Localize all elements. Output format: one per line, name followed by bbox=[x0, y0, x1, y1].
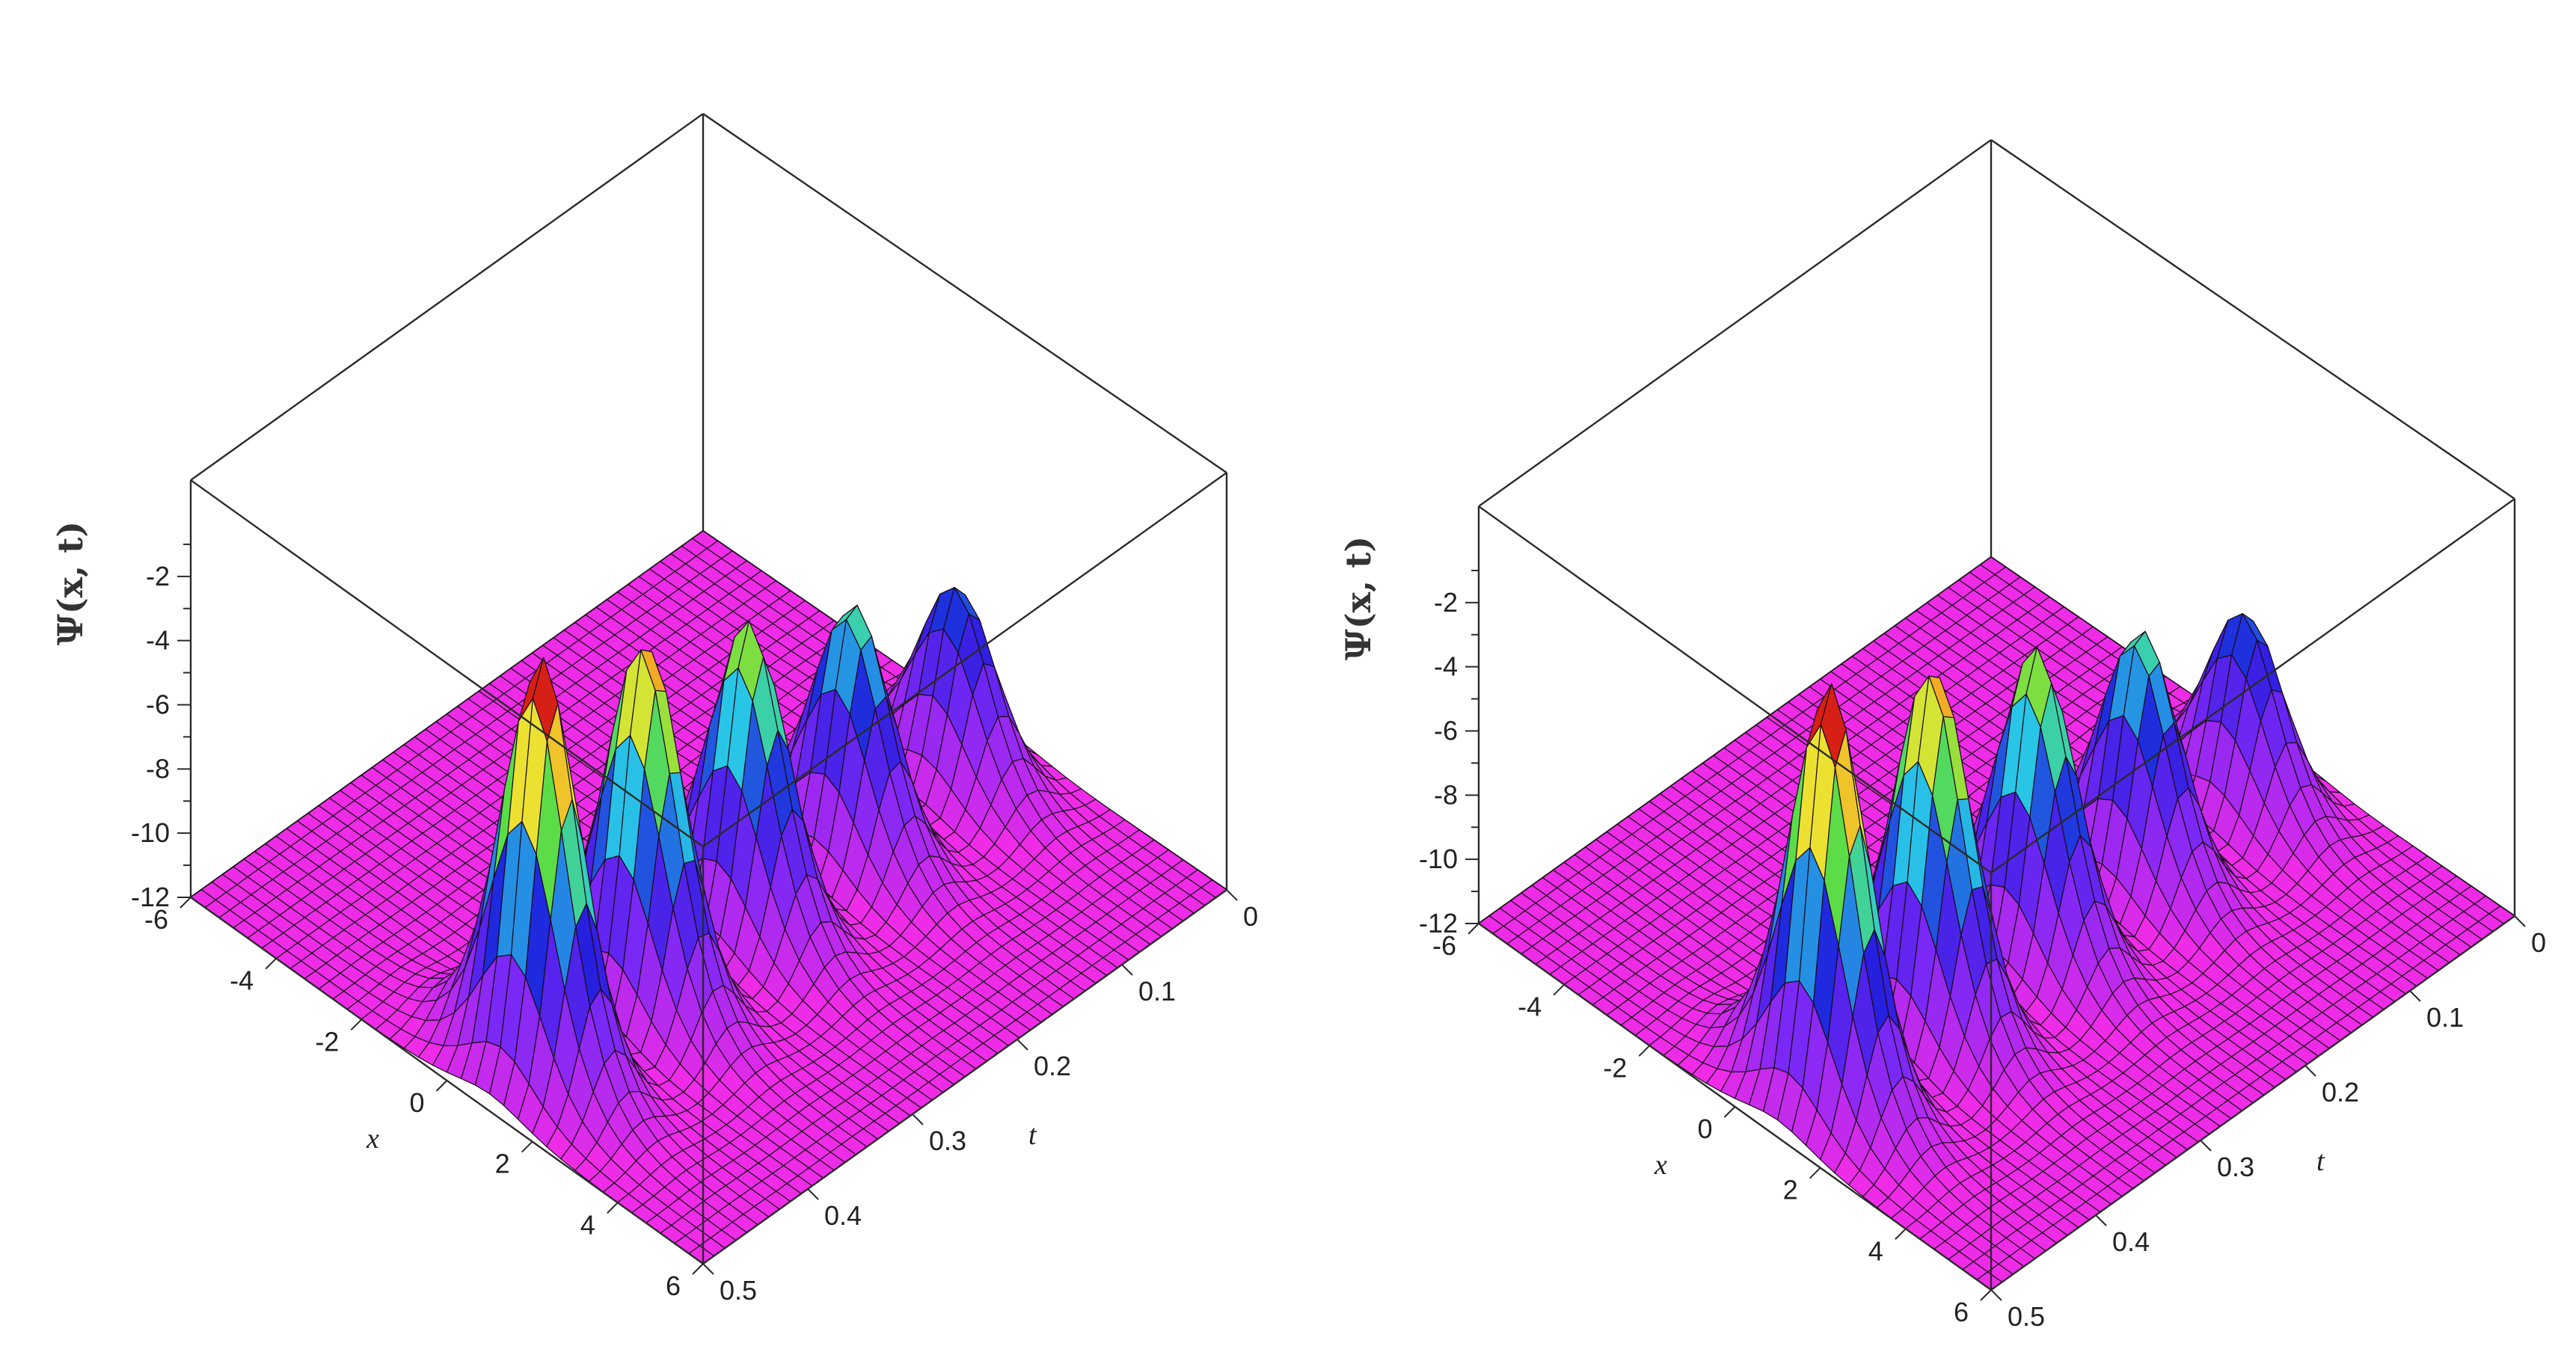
t-axis-label-2: t bbox=[2316, 1146, 2325, 1177]
x-ticks-1: -6 -4 -2 0 2 4 6 bbox=[144, 897, 704, 1301]
t-tick-label: 0.2 bbox=[2322, 1077, 2359, 1107]
z-tick-label: -10 bbox=[131, 817, 170, 848]
t-tick-mark bbox=[1226, 889, 1238, 901]
t-tick-mark bbox=[1121, 964, 1133, 976]
t-tick-mark bbox=[1990, 1289, 2002, 1301]
x-tick-label: -2 bbox=[1603, 1052, 1627, 1083]
z-tick-label: -12 bbox=[131, 882, 170, 912]
t-tick-mark bbox=[2200, 1140, 2212, 1152]
z-tick-label: -8 bbox=[1434, 779, 1458, 810]
t-ticks-1: 0 0.1 0.2 0.3 0.4 0.5 bbox=[702, 889, 1258, 1306]
t-ticks-2: 0 0.1 0.2 0.3 0.4 0.5 bbox=[1990, 915, 2546, 1332]
z-tick-label: -10 bbox=[1419, 843, 1458, 874]
x-tick-label: -6 bbox=[1432, 930, 1456, 961]
z-tick-label: -12 bbox=[1419, 908, 1458, 938]
x-tick-mark bbox=[435, 1080, 448, 1092]
z-tick-label: -2 bbox=[146, 561, 170, 591]
z-tick-label: -6 bbox=[146, 689, 170, 720]
t-tick-mark bbox=[2514, 915, 2526, 927]
z-axis-label-1: Ψ(x, t) bbox=[50, 521, 91, 645]
x-tick-label: 0 bbox=[1697, 1113, 1712, 1144]
box-edge bbox=[1478, 506, 1992, 874]
x-ticks-2: -6 -4 -2 0 2 4 6 bbox=[1432, 923, 1992, 1327]
z-ticks-1: -2 -4 -6 -8 -10 -12 bbox=[131, 543, 191, 912]
z-tick-label: -2 bbox=[1434, 587, 1458, 618]
x-tick-label: -2 bbox=[315, 1026, 339, 1057]
t-tick-label: 0.3 bbox=[929, 1125, 966, 1156]
x-tick-mark bbox=[1980, 1289, 1992, 1301]
box-edge bbox=[190, 479, 704, 848]
box-edge bbox=[702, 889, 1227, 1265]
surface-1 bbox=[190, 530, 1227, 1265]
t-tick-label: 0.4 bbox=[824, 1200, 862, 1231]
x-tick-mark bbox=[350, 1018, 363, 1031]
x-tick-label: 0 bbox=[409, 1087, 424, 1118]
t-tick-label: 0 bbox=[2531, 927, 2546, 958]
surface-2 bbox=[1478, 556, 2515, 1291]
x-tick-mark bbox=[1553, 983, 1565, 996]
t-axis-label-1: t bbox=[1028, 1119, 1037, 1151]
t-tick-label: 0.3 bbox=[2217, 1152, 2254, 1182]
x-tick-label: -4 bbox=[1518, 992, 1542, 1022]
x-tick-label: 6 bbox=[1954, 1297, 1969, 1327]
t-tick-mark bbox=[807, 1188, 819, 1200]
z-tick-label: -4 bbox=[1434, 651, 1458, 682]
t-tick-mark bbox=[2409, 990, 2421, 1002]
x-tick-mark bbox=[692, 1263, 704, 1275]
t-tick-label: 0.1 bbox=[1138, 976, 1176, 1007]
x-tick-mark bbox=[1638, 1045, 1651, 1057]
t-tick-label: 0.4 bbox=[2112, 1226, 2150, 1257]
box-edge bbox=[702, 472, 1227, 848]
x-tick-mark bbox=[1895, 1228, 1907, 1241]
x-axis-label-1: x bbox=[366, 1123, 379, 1155]
x-tick-label: -4 bbox=[230, 965, 254, 996]
z-tick-label: -6 bbox=[1434, 716, 1458, 746]
t-tick-label: 0.5 bbox=[720, 1275, 757, 1306]
box-edge bbox=[190, 113, 704, 482]
x-tick-mark bbox=[1468, 923, 1479, 935]
t-tick-label: 0.1 bbox=[2426, 1002, 2464, 1033]
box-edge bbox=[1990, 915, 2515, 1291]
t-tick-mark bbox=[702, 1263, 714, 1275]
t-tick-label: 0.2 bbox=[1034, 1051, 1071, 1081]
x-tick-mark bbox=[1723, 1106, 1736, 1118]
box-edge bbox=[1990, 139, 2515, 500]
x-tick-mark bbox=[521, 1140, 533, 1153]
z-tick-label: -4 bbox=[146, 625, 170, 656]
x-tick-label: 2 bbox=[495, 1149, 510, 1179]
x-tick-mark bbox=[607, 1202, 619, 1214]
t-tick-label: 0 bbox=[1243, 901, 1258, 932]
t-tick-mark bbox=[2304, 1065, 2316, 1077]
z-axis-label-2: Ψ(x, t) bbox=[1338, 536, 1379, 660]
x-tick-label: 2 bbox=[1783, 1175, 1798, 1205]
x-tick-label: 4 bbox=[580, 1209, 595, 1240]
box-edge bbox=[1990, 498, 2515, 874]
t-tick-label: 0.5 bbox=[2008, 1301, 2045, 1332]
box-edge bbox=[1478, 139, 1992, 508]
z-tick-label: -8 bbox=[146, 753, 170, 784]
x-axis-label-2: x bbox=[1654, 1149, 1667, 1181]
box-edge bbox=[702, 113, 1227, 474]
x-tick-mark bbox=[1809, 1167, 1821, 1179]
x-tick-label: -6 bbox=[144, 904, 168, 935]
x-tick-label: 4 bbox=[1868, 1235, 1883, 1266]
x-tick-label: 6 bbox=[666, 1270, 681, 1301]
x-tick-mark bbox=[265, 957, 277, 970]
t-tick-mark bbox=[2095, 1214, 2107, 1226]
t-tick-mark bbox=[1016, 1039, 1028, 1051]
x-tick-mark bbox=[180, 897, 191, 909]
z-ticks-2: -2 -4 -6 -8 -10 -12 bbox=[1419, 569, 1479, 938]
t-tick-mark bbox=[912, 1113, 924, 1125]
